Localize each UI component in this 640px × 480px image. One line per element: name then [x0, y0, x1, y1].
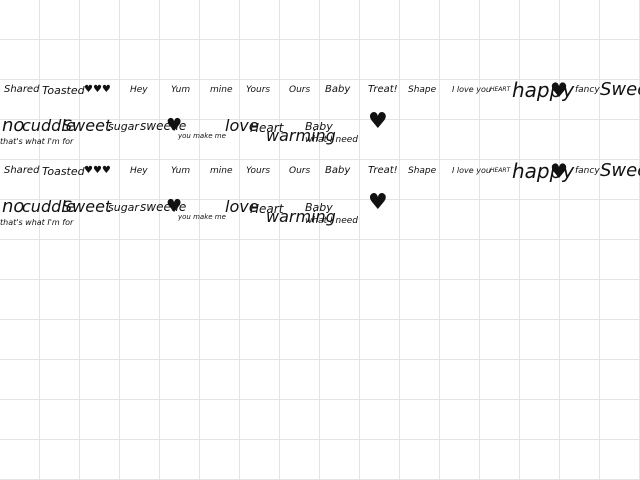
glyph-word: sweetie: [140, 119, 187, 133]
glyph-word: you make me: [178, 131, 226, 140]
glyph-word: Shared: [4, 84, 40, 95]
glyph-word: ♥♥♥: [84, 165, 111, 176]
glyph-word: Shared: [4, 165, 40, 176]
glyph-word: Toasted: [42, 83, 85, 97]
glyph-word: Baby: [305, 119, 333, 133]
glyph-word: Toasted: [42, 164, 85, 178]
glyph-word: love: [225, 197, 259, 216]
glyph-word: warming: [266, 207, 336, 226]
glyph-word: Ours: [289, 165, 311, 176]
glyph-word: I love you: [452, 166, 491, 175]
glyph-word: that's what I'm for: [0, 218, 74, 227]
glyph-word: cuddle: [22, 197, 76, 216]
glyph-word: Yum: [171, 84, 191, 95]
glyph-word: Sweet: [62, 116, 112, 135]
glyph-word: Ours: [289, 84, 311, 95]
glyph-word: Sweet: [600, 160, 640, 181]
glyph-word: Hey: [130, 84, 148, 95]
glyph-word: Treat!: [368, 165, 398, 176]
glyph-word: ♥♥♥: [84, 84, 111, 95]
glyph-word: Treat!: [368, 84, 398, 95]
glyph-word: Sweet: [600, 79, 640, 100]
glyph-word: no: [2, 115, 25, 136]
glyph-word: ♥: [368, 109, 388, 134]
glyph-word: Hey: [130, 165, 148, 176]
glyph-word: Yours: [246, 84, 271, 95]
glyph-word: what I need: [305, 134, 358, 145]
glyph-word: Shape: [408, 84, 437, 95]
glyph-word: HEART: [490, 167, 511, 174]
glyph-word: you make me: [178, 212, 226, 221]
glyph-word: what I need: [305, 215, 358, 226]
glyph-word: HEART: [490, 86, 511, 93]
glyph-word: ♥: [550, 159, 568, 183]
glyph-word: ♥: [166, 115, 183, 136]
glyph-word: Baby: [325, 84, 351, 95]
glyph-word: that's what I'm for: [0, 137, 74, 146]
glyph-word: cuddle: [22, 116, 76, 135]
glyph-word: fancy: [575, 165, 600, 176]
glyph-word: Sweet: [62, 197, 112, 216]
glyph-word: Baby: [305, 200, 333, 214]
glyph-word: love: [225, 116, 259, 135]
glyph-word: no: [2, 196, 25, 217]
glyph-word: happy: [512, 159, 575, 183]
glyph-word: sweetie: [140, 200, 187, 214]
glyph-word: mine: [210, 165, 233, 176]
glyph-word: Baby: [325, 165, 351, 176]
glyph-word: Heart: [250, 202, 284, 216]
glyph-word: ♥: [368, 190, 388, 215]
glyph-word: Heart: [250, 121, 284, 135]
glyph-word: happy: [512, 78, 575, 102]
glyph-word: sugar: [108, 119, 139, 133]
glyph-word: ♥: [550, 78, 568, 102]
glyph-word: mine: [210, 84, 233, 95]
glyph-word: Shape: [408, 165, 437, 176]
glyph-word: ♥: [166, 196, 183, 217]
glyph-word: fancy: [575, 84, 600, 95]
glyph-word: sugar: [108, 200, 139, 214]
glyph-word: Yum: [171, 165, 191, 176]
glyph-word: warming: [266, 126, 336, 145]
glyph-word: I love you: [452, 85, 491, 94]
glyph-word: Yours: [246, 165, 271, 176]
